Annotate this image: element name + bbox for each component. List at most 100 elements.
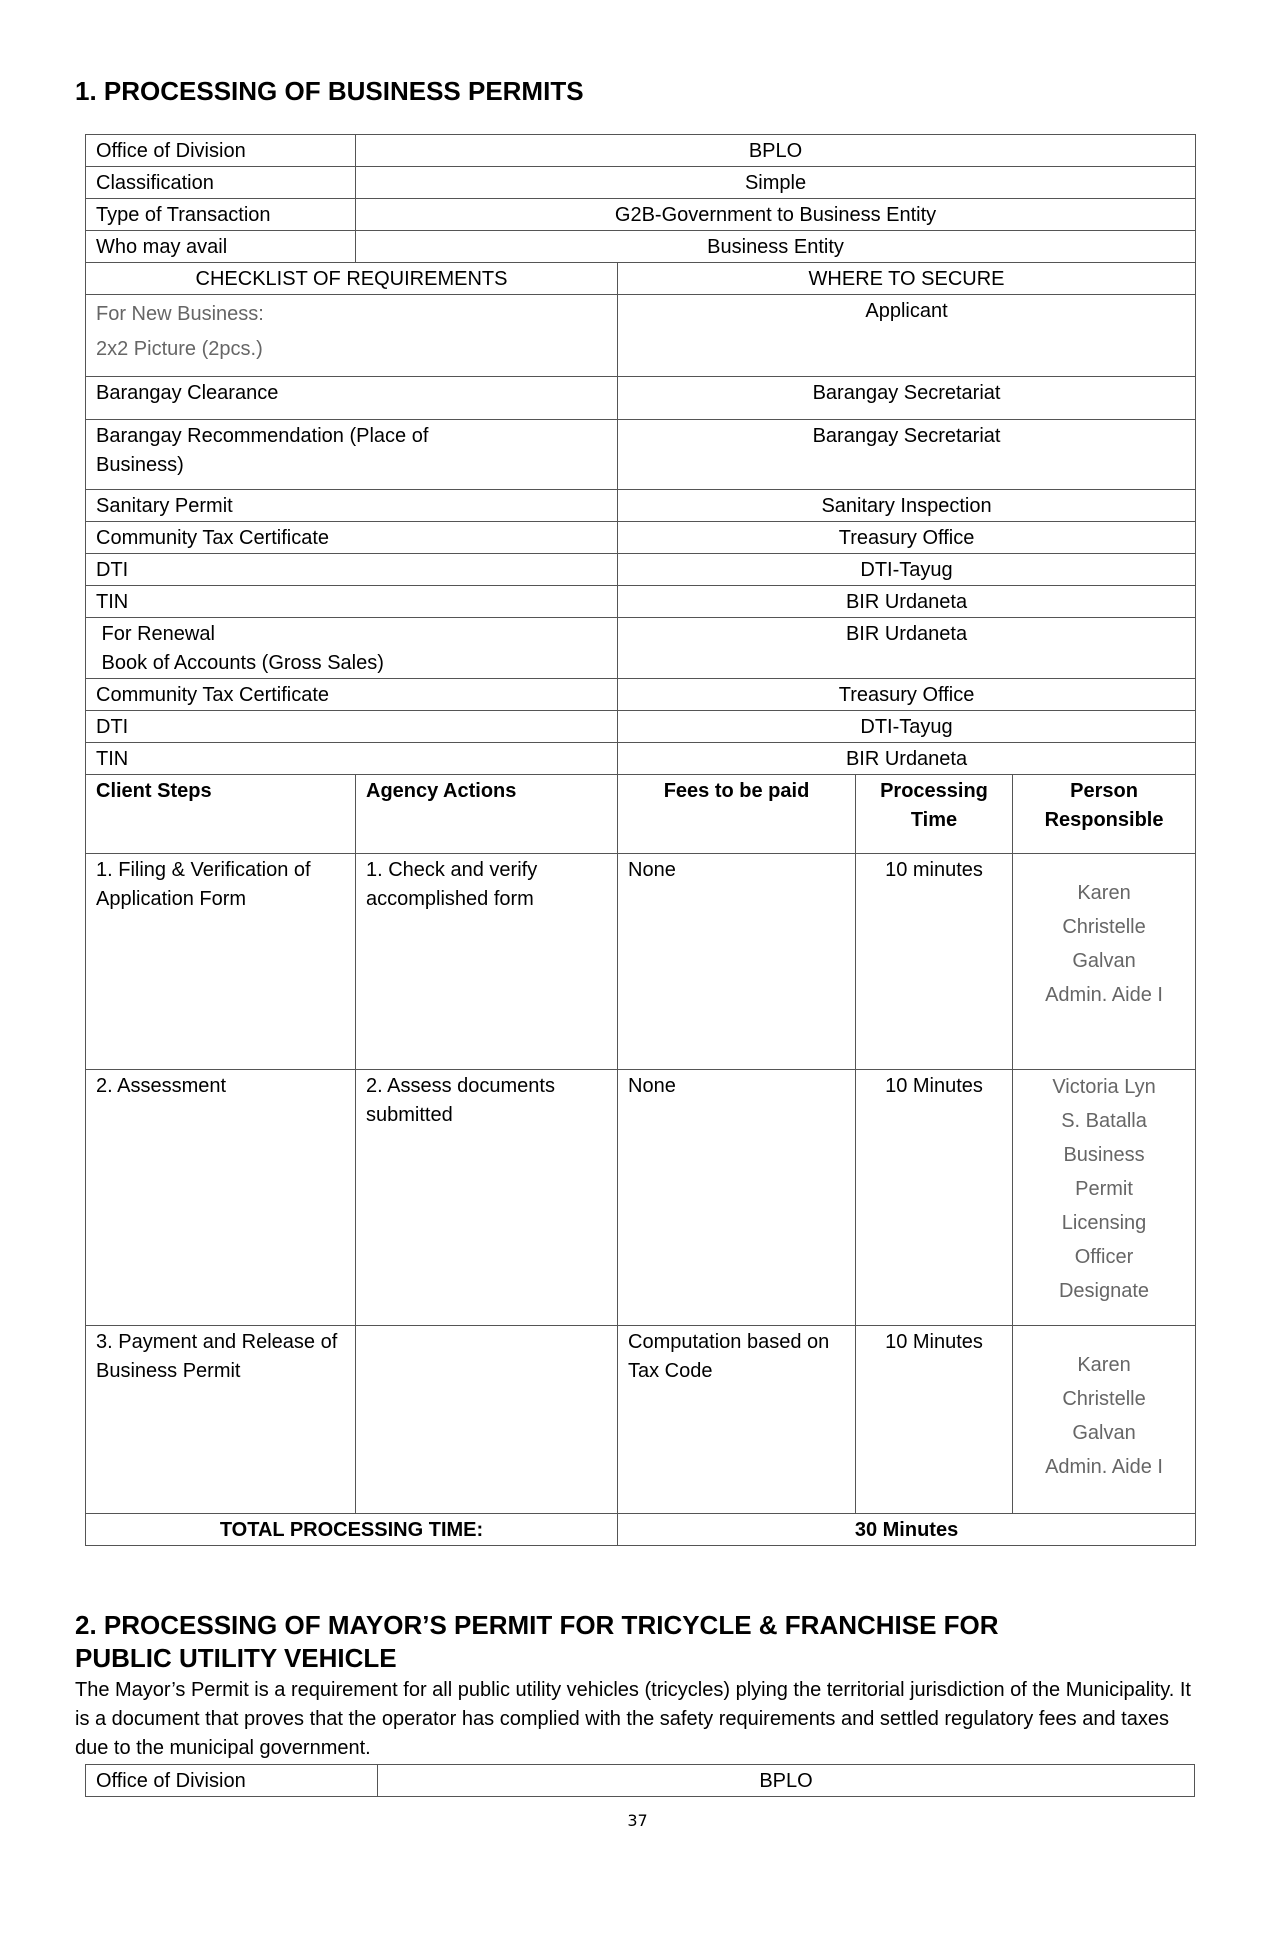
person-line: Admin. Aide I [1045,984,1163,1006]
section2-title: 2. PROCESSING OF MAYOR’S PERMIT FOR TRIC… [75,1609,999,1675]
person-line: Designate [1058,1280,1150,1302]
person-line: Christelle [1062,1388,1146,1410]
info-label: Office of Division [85,1764,378,1797]
person-line: Victoria Lyn [1052,1076,1156,1098]
info-row: Who may avail Business Entity [85,230,1197,263]
requirement-text: DTI [96,716,129,738]
requirement-item: Sanitary Permit [85,489,618,522]
requirement-item: For Renewal Book of Accounts (Gross Sale… [85,617,618,679]
requirement-source: Treasury Office [616,678,1197,711]
requirement-text: For New Business: [96,303,264,325]
section2-title-line1: 2. PROCESSING OF MAYOR’S PERMIT FOR TRIC… [75,1610,999,1640]
client-step: 3. Payment and Release of Business Permi… [85,1325,356,1514]
checklist-header: CHECKLIST OF REQUIREMENTS [85,262,618,295]
requirement-text: DTI [96,559,129,581]
requirement-item: DTI [85,710,618,743]
requirement-row: For New Business: 2x2 Picture (2pcs.) Appl… [85,294,1197,377]
processing-time: 10 Minutes [855,1325,1013,1514]
fees: None [617,853,856,1070]
business-permit-table: Office of Division BPLO Classification Simp… [85,134,1197,1546]
person-responsible-header: Person Responsible [1011,774,1197,854]
total-value: 30 Minutes [616,1513,1197,1546]
person-responsible: Karen Christelle Galvan Admin. Aide I [1011,1325,1197,1514]
requirement-source: BIR Urdaneta [616,617,1197,679]
requirement-item: Barangay Recommendation (Place of Busines… [85,419,618,490]
requirement-source: Barangay Secretariat [616,376,1197,420]
requirement-row: TIN BIR Urdaneta [85,585,1197,618]
info-value: G2B-Government to Business Entity [354,198,1197,231]
person-line: Admin. Aide I [1045,1456,1163,1478]
fees-header: Fees to be paid [617,774,856,854]
person-line: Business [1063,1144,1145,1166]
info-label: Classification [85,166,356,199]
requirement-text: 2x2 Picture (2pcs.) [96,338,263,360]
processing-time: 10 minutes [855,853,1013,1070]
info-row: Office of Division BPLO [85,1764,1195,1797]
requirement-source: DTI-Tayug [616,553,1197,586]
requirement-row: DTI DTI-Tayug [85,710,1197,743]
steps-header-row: Client Steps Agency Actions Fees to be pai… [85,774,1197,854]
person-line: Officer [1074,1246,1134,1268]
person-line: Galvan [1072,1422,1136,1444]
requirement-row: TIN BIR Urdaneta [85,742,1197,775]
person-line: Christelle [1062,916,1146,938]
tricycle-permit-table: Office of Division BPLO [85,1764,1195,1797]
requirement-text: Book of Accounts (Gross Sales) [96,652,384,674]
requirement-row: For Renewal Book of Accounts (Gross Sale… [85,617,1197,679]
step-row: 2. Assessment 2. Assess documents submit… [85,1069,1197,1326]
person-line: S. Batalla [1061,1110,1147,1132]
step-row: 1. Filing & Verification of Application … [85,853,1197,1070]
fees: None [617,1069,856,1326]
where-header: WHERE TO SECURE [616,262,1197,295]
info-row: Office of Division BPLO [85,134,1197,167]
page-number: 37 [627,1811,648,1830]
requirement-text: Sanitary Permit [96,495,233,517]
requirement-text: Barangay Clearance [96,382,279,404]
requirement-text: Community Tax Certificate [96,527,330,549]
info-value: BPLO [377,1764,1195,1797]
requirement-item: Community Tax Certificate [85,678,618,711]
requirement-row: Community Tax Certificate Treasury Office [85,678,1197,711]
requirement-item: Community Tax Certificate [85,521,618,554]
requirement-text: Business) [96,454,184,476]
total-row: TOTAL PROCESSING TIME: 30 Minutes [85,1513,1197,1546]
requirement-item: Barangay Clearance [85,376,618,420]
agency-action: 2. Assess documents submitted [355,1069,618,1326]
person-responsible: Victoria Lyn S. Batalla Business Permit Lice… [1011,1069,1197,1326]
info-label: Who may avail [85,230,356,263]
info-label: Office of Division [85,134,356,167]
info-label: Type of Transaction [85,198,356,231]
requirement-item: TIN [85,585,618,618]
client-step: 1. Filing & Verification of Application … [85,853,356,1070]
agency-action [355,1325,618,1514]
requirement-source: DTI-Tayug [616,710,1197,743]
section2-title-line2: PUBLIC UTILITY VEHICLE [75,1643,397,1673]
info-value: Business Entity [354,230,1197,263]
agency-actions-header: Agency Actions [355,774,618,854]
requirement-row: Barangay Clearance Barangay Secretariat [85,376,1197,420]
person-line: Karen [1077,1354,1131,1376]
person-responsible: Karen Christelle Galvan Admin. Aide I [1011,853,1197,1070]
requirement-item: DTI [85,553,618,586]
total-label: TOTAL PROCESSING TIME: [85,1513,618,1546]
requirement-source: Sanitary Inspection [616,489,1197,522]
agency-action: 1. Check and verify accomplished form [355,853,618,1070]
requirement-item: For New Business: 2x2 Picture (2pcs.) [85,294,618,377]
requirement-row: Community Tax Certificate Treasury Office [85,521,1197,554]
requirement-row: Sanitary Permit Sanitary Inspection [85,489,1197,522]
person-line: Permit [1075,1178,1133,1200]
section1-title: 1. PROCESSING OF BUSINESS PERMITS [75,76,584,106]
requirement-source: BIR Urdaneta [616,585,1197,618]
person-line: Karen [1077,882,1131,904]
info-row: Classification Simple [85,166,1197,199]
requirement-source: Treasury Office [616,521,1197,554]
requirement-text: TIN [96,591,129,613]
requirement-row: Barangay Recommendation (Place of Busines… [85,419,1197,490]
person-line: Licensing [1061,1212,1147,1234]
client-step: 2. Assessment [85,1069,356,1326]
client-steps-header: Client Steps [85,774,356,854]
step-row: 3. Payment and Release of Business Permi… [85,1325,1197,1514]
info-value: Simple [354,166,1197,199]
requirement-row: DTI DTI-Tayug [85,553,1197,586]
requirement-item: TIN [85,742,618,775]
